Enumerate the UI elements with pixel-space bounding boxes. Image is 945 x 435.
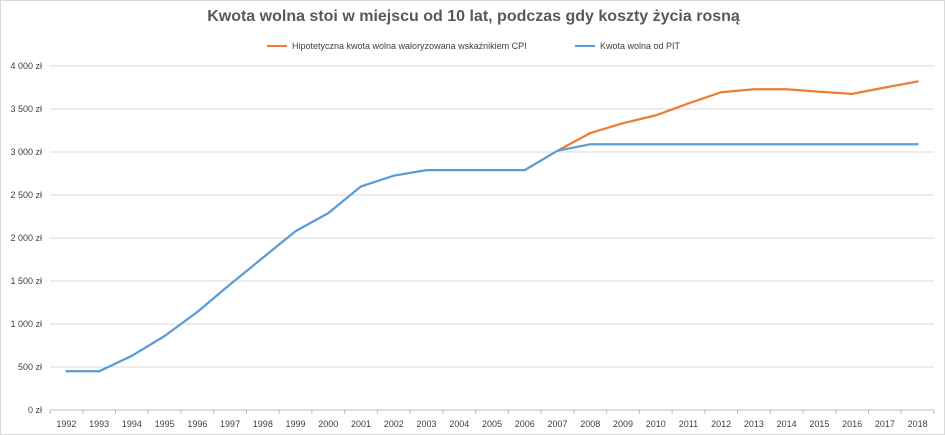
- x-tick-label: 2000: [318, 419, 338, 429]
- series-line-cpi: [556, 80, 919, 152]
- x-tick-label: 1993: [89, 419, 109, 429]
- x-tick-label: 2018: [908, 419, 928, 429]
- y-tick-label: 2 000 zł: [10, 233, 42, 243]
- series-line-pit: [65, 143, 919, 373]
- x-tick-label: 2004: [449, 419, 469, 429]
- chart-title: Kwota wolna stoi w miejscu od 10 lat, po…: [207, 8, 740, 25]
- y-tick-label: 4 000 zł: [10, 61, 42, 71]
- x-tick-label: 2006: [515, 419, 535, 429]
- legend-item-pit: Kwota wolna od PIT: [575, 41, 680, 51]
- y-tick-label: 0 zł: [28, 405, 42, 415]
- x-tick-label: 2012: [711, 419, 731, 429]
- legend-label-cpi: Hipotetyczna kwota wolna waloryzowana ws…: [292, 41, 527, 51]
- x-tick-label: 1997: [220, 419, 240, 429]
- y-tick-label: 2 500 zł: [10, 190, 42, 200]
- x-tick-label: 1992: [56, 419, 76, 429]
- x-tick-label: 2014: [777, 419, 797, 429]
- x-tick-label: 1998: [253, 419, 273, 429]
- y-tick-label: 3 000 zł: [10, 147, 42, 157]
- x-tick-label: 2017: [875, 419, 895, 429]
- x-tick-label: 1995: [155, 419, 175, 429]
- legend-label-pit: Kwota wolna od PIT: [600, 41, 681, 51]
- legend-swatch-cpi: [267, 45, 287, 47]
- x-tick-label: 2011: [679, 419, 698, 429]
- x-tick-label: 2010: [646, 419, 666, 429]
- legend-swatch-pit: [575, 45, 595, 47]
- x-tick-label: 1996: [187, 419, 207, 429]
- x-tick-label: 2002: [384, 419, 404, 429]
- y-tick-label: 3 500 zł: [10, 104, 42, 114]
- x-tick-label: 2013: [744, 419, 764, 429]
- x-tick-label: 2008: [580, 419, 600, 429]
- x-tick-label: 2016: [842, 419, 862, 429]
- y-tick-label: 1 000 zł: [10, 319, 42, 329]
- legend-item-cpi: Hipotetyczna kwota wolna waloryzowana ws…: [267, 41, 527, 51]
- x-tick-label: 2015: [809, 419, 829, 429]
- x-tick-label: 2007: [547, 419, 567, 429]
- x-tick-label: 1999: [286, 419, 306, 429]
- x-tick-label: 2003: [417, 419, 437, 429]
- x-tick-label: 2009: [613, 419, 633, 429]
- x-tick-label: 2001: [351, 419, 371, 429]
- x-tick-label: 1994: [122, 419, 142, 429]
- chart-legend: Hipotetyczna kwota wolna waloryzowana ws…: [1, 41, 945, 55]
- x-tick-label: 2005: [482, 419, 502, 429]
- y-tick-label: 1 500 zł: [10, 276, 42, 286]
- y-tick-label: 500 zł: [18, 362, 42, 372]
